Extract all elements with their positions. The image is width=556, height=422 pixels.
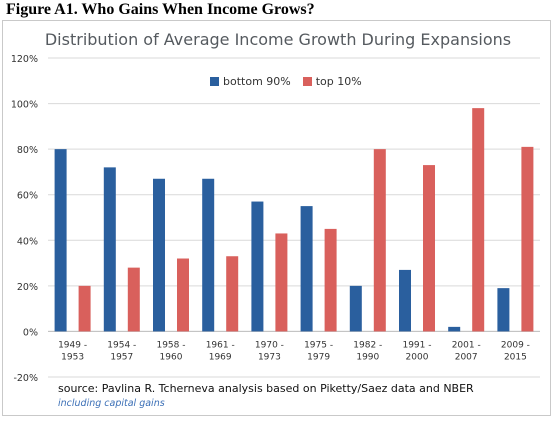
legend-item-bottom-90: bottom 90%: [210, 75, 291, 88]
note-text: including capital gains: [58, 398, 165, 409]
chart-frame: [2, 20, 551, 416]
chart-legend: bottom 90% top 10%: [210, 75, 374, 88]
legend-swatch-bottom-90: [210, 77, 219, 86]
legend-swatch-top-10: [302, 77, 312, 86]
legend-item-top-10: top 10%: [302, 75, 362, 88]
legend-label-top-10: top 10%: [315, 75, 362, 88]
source-text: source: Pavlina R. Tcherneva analysis ba…: [58, 382, 474, 395]
legend-label-bottom-90: bottom 90%: [223, 75, 291, 88]
chart-title: Distribution of Average Income Growth Du…: [44, 30, 512, 49]
figure-heading: Figure A1. Who Gains When Income Grows?: [6, 1, 315, 18]
